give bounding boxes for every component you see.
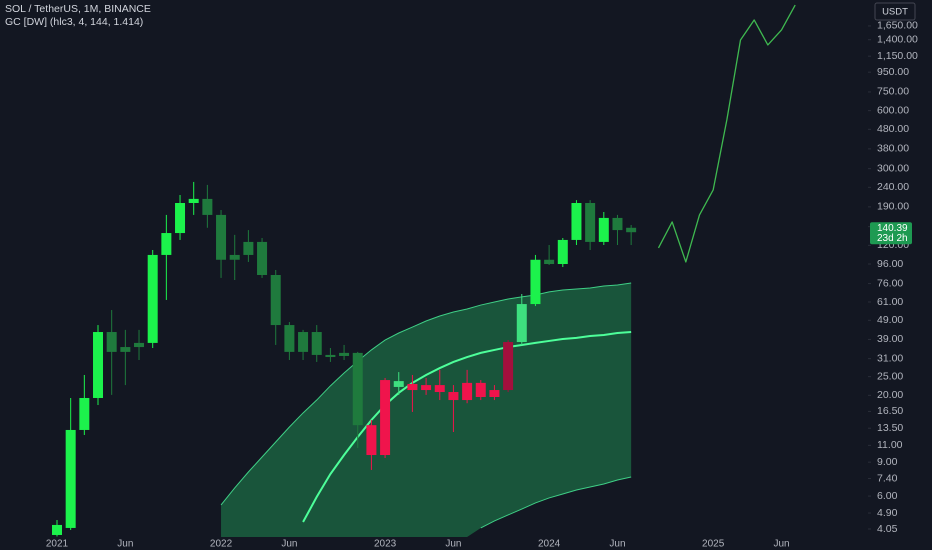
candle-body [585,203,596,242]
candle-body [462,382,473,401]
x-tick-label: 2021 [46,539,69,550]
candle-body [188,198,199,204]
currency-label[interactable]: USDT [882,7,908,18]
candle-body [612,217,623,231]
candle-body [65,429,76,528]
last-price-label: 140.39 [877,223,908,234]
y-tick-label: 76.00 [877,277,903,289]
plot-area [52,4,796,537]
y-tick-label: 1,650.00 [877,20,918,32]
y-tick-label: 190.00 [877,201,909,213]
candle-body [530,259,541,305]
last-price-box [870,222,912,245]
candle-body [421,385,432,391]
candle-body [270,274,281,326]
currency-button[interactable] [874,2,916,21]
y-tick-label: 600.00 [877,104,909,116]
candle-body [93,332,104,398]
candle-body [571,203,582,240]
candle-body [626,227,637,233]
y-tick-label: 1,400.00 [877,33,918,45]
forecast-line [657,4,796,263]
x-tick-label: Jun [609,539,625,550]
candle-body [175,203,186,234]
price-axis: 4.05 4.90 6.00 7.40 9.00 11.00 13.50 16.50 20.00… [868,20,918,535]
band-upper [220,282,632,506]
y-tick-label: 480.00 [877,123,909,135]
y-tick-label: 240.00 [877,181,909,193]
candle-body [229,254,240,260]
band-fill [221,283,632,537]
candle-body [598,217,609,242]
y-tick-label: 7.40 [877,472,898,484]
x-tick-label: Jun [445,539,461,550]
y-tick-label: 1,150.00 [877,50,918,62]
y-tick-label: 300.00 [877,162,909,174]
candle-body [393,381,404,387]
candle-body [489,390,500,398]
x-tick-label: 2024 [538,539,561,550]
candle-body [202,198,213,215]
x-tick-label: 2022 [210,539,233,550]
y-tick-label: 13.50 [877,422,903,434]
candle-body [52,524,62,535]
candle-body [147,254,158,343]
candle-body [134,342,145,348]
candle-body [257,241,268,275]
indicator-label: GC [DW] (hlc3, 4, 144, 1.414) [5,16,143,28]
y-tick-label: 39.00 [877,333,903,345]
candle-body [106,332,117,352]
candle-body [380,380,391,456]
candle-body [284,325,295,352]
y-tick-label: 750.00 [877,86,909,98]
candle-body [311,332,322,355]
candle-body [366,425,377,456]
candle-body [352,352,363,426]
y-tick-label: 49.00 [877,314,903,326]
x-tick-label: 2023 [374,539,397,550]
candle-body [79,397,90,430]
y-tick-label: 16.50 [877,405,903,417]
x-tick-label: Jun [281,539,297,550]
y-tick-label: 11.00 [877,439,903,451]
x-tick-label: Jun [773,539,789,550]
candle-body [544,259,555,265]
candle-body [516,304,527,343]
y-tick-label: 25.00 [877,370,903,382]
x-tick-label: 2025 [702,539,725,550]
y-tick-label: 4.90 [877,507,898,519]
chart-title: SOL / TetherUS, 1M, BINANCE [5,3,151,15]
candle-body [161,233,172,255]
band-lower [480,476,632,529]
y-tick-label: 31.00 [877,352,903,364]
x-tick-label: Jun [117,539,133,550]
candle-body [448,392,459,401]
y-tick-label: 61.00 [877,296,903,308]
y-tick-label: 6.00 [877,490,898,502]
y-tick-label: 4.05 [877,523,898,535]
candle-body [434,385,445,393]
candle-body [243,241,254,255]
candle-body [557,239,568,265]
countdown-label: 23d 2h [877,233,908,244]
y-tick-label: 20.00 [877,389,903,401]
y-tick-label: 950.00 [877,66,909,78]
y-tick-label: 9.00 [877,456,898,468]
candle-body [503,342,514,391]
candle-body [216,214,227,260]
candle-body [120,347,131,352]
candle-body [339,352,350,356]
candle-body [407,383,418,391]
candle-body [325,354,336,358]
y-tick-label: 380.00 [877,143,909,155]
candle-body [475,382,486,398]
y-tick-label: 96.00 [877,258,903,270]
candle-body [298,332,309,352]
